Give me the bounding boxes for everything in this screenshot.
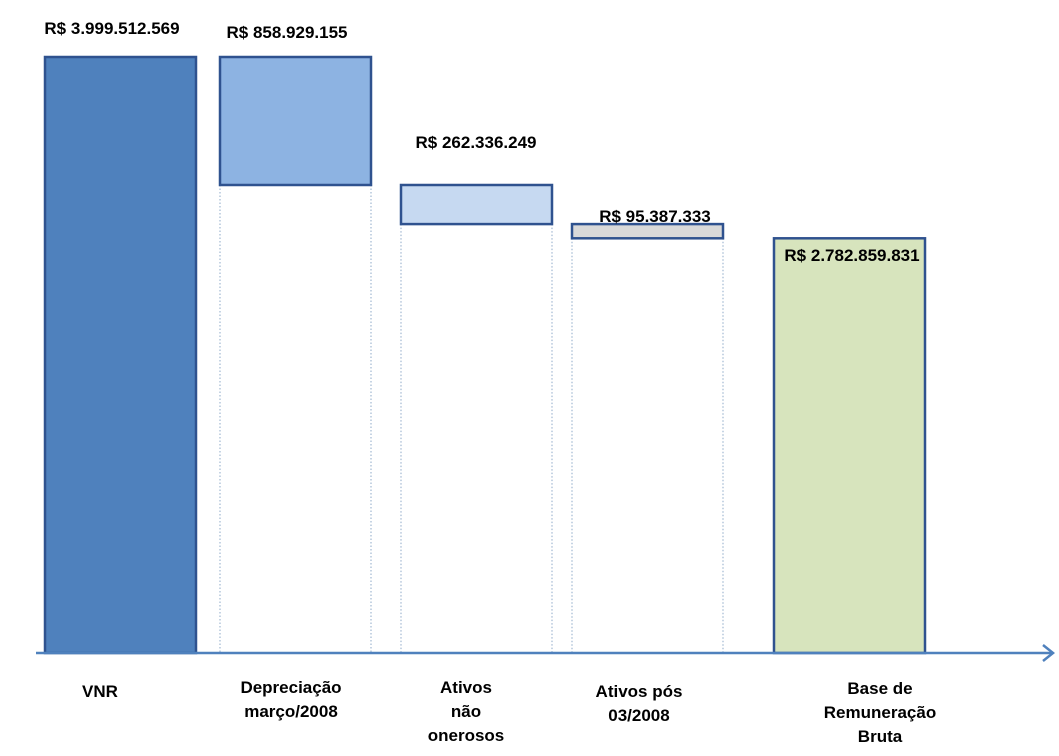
category-label-5-line-1: Base de xyxy=(847,679,912,698)
category-label-3-line-3: onerosos xyxy=(428,726,505,745)
category-label-5-line-2: Remuneração xyxy=(824,703,936,722)
category-label-4-line-1: Ativos pós xyxy=(596,682,683,701)
category-label-2-line-1: Depreciação xyxy=(240,678,341,697)
bar-3 xyxy=(399,183,554,226)
category-label-2-line-2: março/2008 xyxy=(244,702,338,721)
bar-1 xyxy=(43,55,198,655)
category-label-5-line-3: Bruta xyxy=(858,727,903,746)
category-label-3-line-1: Ativos xyxy=(440,678,492,697)
value-label-1: R$ 3.999.512.569 xyxy=(44,19,179,38)
x-axis-arrow-icon xyxy=(1042,644,1056,662)
bar-4 xyxy=(570,222,725,240)
value-label-5: R$ 2.782.859.831 xyxy=(784,246,919,265)
category-label-1-line-1: VNR xyxy=(82,682,118,701)
value-label-2: R$ 858.929.155 xyxy=(227,23,348,42)
bar-5 xyxy=(772,237,927,655)
bar-2 xyxy=(218,55,373,187)
category-label-4-line-2: 03/2008 xyxy=(608,706,669,725)
value-label-4: R$ 95.387.333 xyxy=(599,207,711,226)
category-label-3-line-2: não xyxy=(451,702,481,721)
value-label-3: R$ 262.336.249 xyxy=(416,133,537,152)
